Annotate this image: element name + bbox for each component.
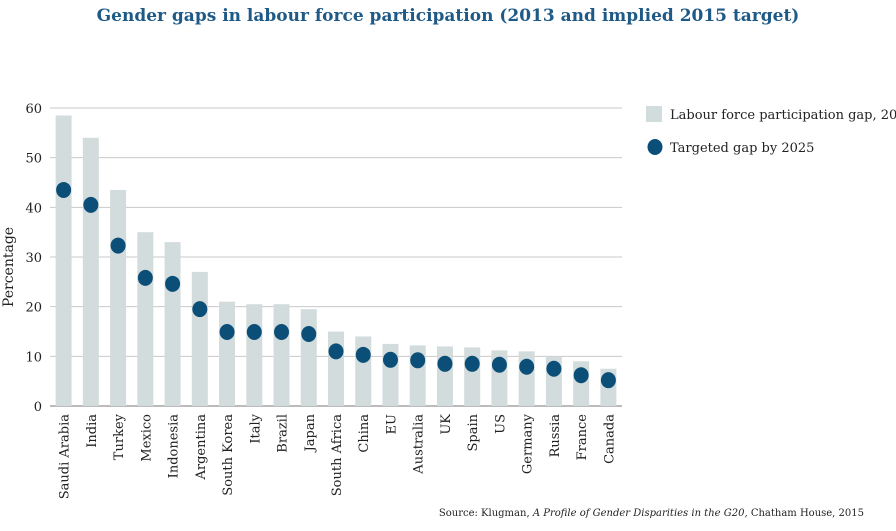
source-title: A Profile of Gender Disparities in the G… <box>532 508 748 519</box>
target-dot <box>110 237 126 254</box>
x-tick-label: China <box>357 414 372 453</box>
legend-label: Targeted gap by 2025 <box>670 141 814 156</box>
bar <box>55 115 72 406</box>
x-tick-label: Brazil <box>276 414 291 453</box>
legend-label: Labour force participation gap, 2013 <box>670 108 896 123</box>
target-dot <box>546 360 562 377</box>
x-tick-label: Australia <box>412 414 427 475</box>
bar <box>110 189 127 406</box>
dot-series <box>56 181 616 389</box>
target-dot <box>192 301 208 318</box>
x-tick-label: Russia <box>548 414 563 458</box>
x-tick-label: South Korea <box>221 414 236 496</box>
x-tick-label: India <box>85 414 100 448</box>
bar <box>219 301 236 406</box>
target-dot <box>355 346 371 363</box>
target-dot <box>137 269 153 286</box>
x-tick-label: Mexico <box>139 414 154 462</box>
x-tick-label: France <box>575 414 590 461</box>
bar <box>436 346 453 406</box>
x-tick-label: Canada <box>602 414 617 464</box>
y-tick-label: 20 <box>25 301 42 316</box>
x-tick-label: Argentina <box>194 414 209 481</box>
x-tick-label: US <box>493 414 508 434</box>
bar <box>300 309 317 406</box>
bar <box>273 304 290 406</box>
source-note: Source: Klugman, A Profile of Gender Dis… <box>439 508 864 519</box>
chart-title: Gender gaps in labour force participatio… <box>96 6 800 26</box>
target-dot <box>301 325 317 342</box>
target-dot <box>328 343 344 360</box>
y-tick-label: 0 <box>34 400 42 415</box>
target-dot <box>274 323 290 340</box>
legend-bar-swatch <box>646 106 662 122</box>
legend-dot-swatch <box>647 139 663 155</box>
target-dot <box>246 323 262 340</box>
bar <box>328 331 344 406</box>
target-dot <box>219 323 235 340</box>
target-dot <box>437 355 453 372</box>
y-tick-label: 30 <box>25 251 42 266</box>
x-tick-label: South Africa <box>330 414 345 496</box>
x-tick-label: EU <box>384 414 399 434</box>
y-tick-label: 60 <box>25 102 42 117</box>
y-axis-label: Percentage <box>1 227 17 307</box>
x-tick-label: Indonesia <box>167 414 182 479</box>
x-tick-label: Turkey <box>112 413 127 460</box>
y-tick-labels: 0 10 20 30 40 50 60 <box>25 102 42 415</box>
x-tick-label: Italy <box>248 413 263 443</box>
legend: Labour force participation gap, 2013 Targ… <box>646 106 896 156</box>
source-prefix: Source: Klugman, <box>438 508 533 519</box>
y-tick-label: 10 <box>25 350 42 365</box>
target-dot <box>410 352 426 369</box>
source-suffix: Chatham House, 2015 <box>747 508 864 519</box>
x-tick-label: Saudi Arabia <box>58 414 73 499</box>
target-dot <box>165 275 181 292</box>
x-tick-labels: Saudi Arabia India Turkey Mexico Indonesia Ar… <box>58 413 618 499</box>
bar <box>191 271 208 406</box>
bar <box>164 242 181 406</box>
y-tick-label: 50 <box>25 152 42 167</box>
target-dot <box>573 367 589 384</box>
x-tick-label: UK <box>439 414 454 435</box>
y-tick-label: 40 <box>25 201 42 216</box>
target-dot <box>464 355 480 372</box>
x-tick-label: Germany <box>521 413 536 474</box>
target-dot <box>56 181 72 198</box>
x-tick-label: Spain <box>466 413 481 451</box>
target-dot <box>83 196 99 213</box>
bar <box>137 232 154 406</box>
target-dot <box>491 356 507 373</box>
x-tick-label: Japan <box>303 413 318 453</box>
target-dot <box>600 372 616 389</box>
bar <box>246 304 263 406</box>
bar <box>82 137 99 407</box>
target-dot <box>519 358 535 375</box>
target-dot <box>382 351 398 368</box>
